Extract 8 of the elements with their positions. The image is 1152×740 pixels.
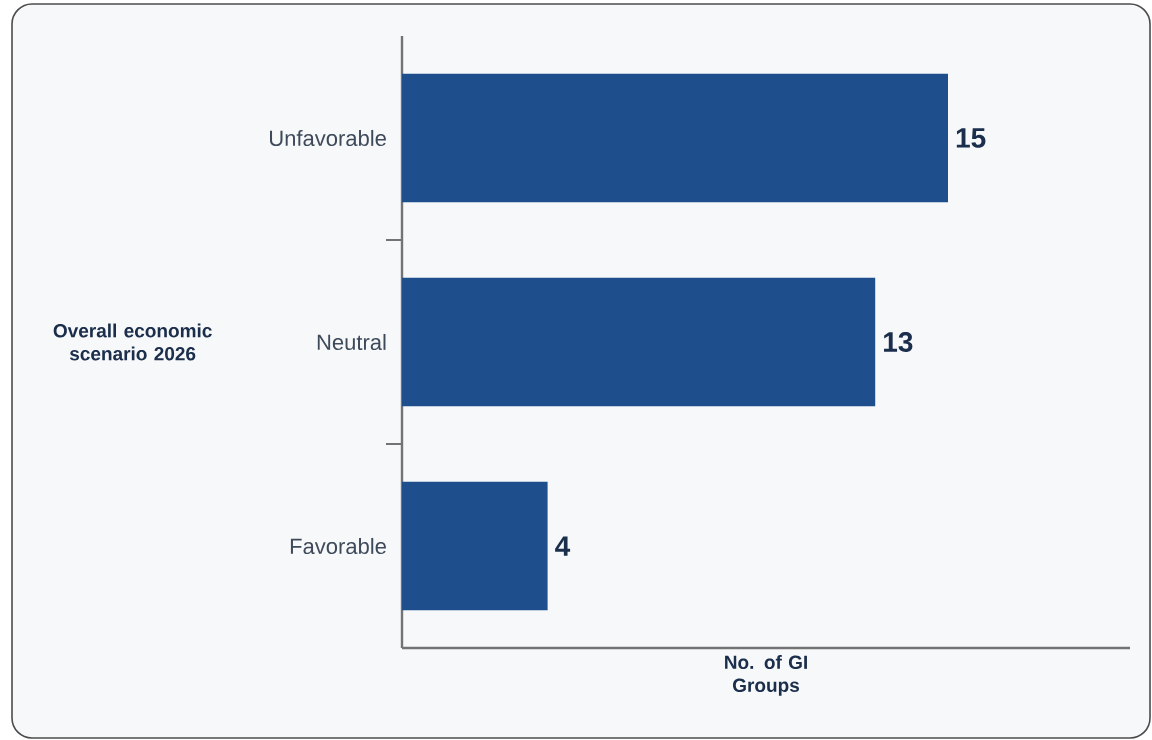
y-tick-label: Unfavorable [270,129,386,147]
y-axis-title: Overall economic scenario 2026 [53,323,212,361]
y-tick-label: Favorable [290,537,386,555]
data-label: 4 [555,536,571,556]
y-tick-label: Neutral [317,333,386,351]
data-label: 13 [884,332,913,352]
x-axis-title: No. of GI Groups [725,655,807,696]
data-label: 15 [956,128,986,148]
